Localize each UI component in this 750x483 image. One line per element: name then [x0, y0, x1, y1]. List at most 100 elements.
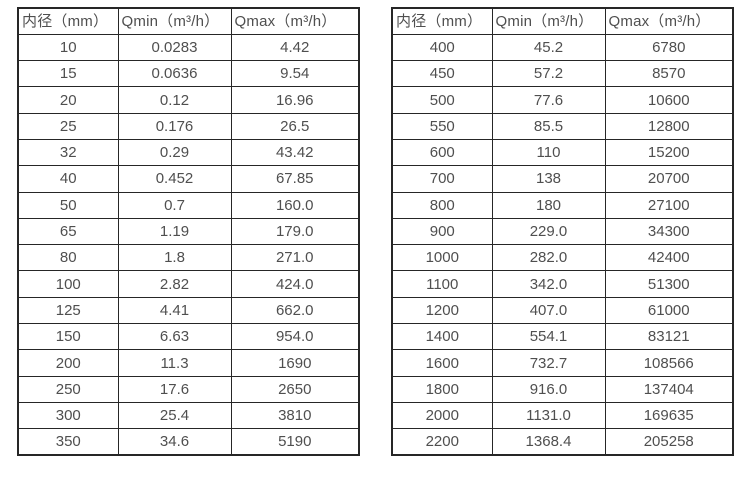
table-row: 15 0.0636 9.54 [17, 60, 360, 88]
table-cell: 662.0 [230, 296, 360, 325]
table-cell: 800 [391, 191, 493, 219]
table-cell: 51300 [604, 270, 734, 298]
table-cell: 65 [17, 217, 119, 246]
column-header-qmin: Qmin（m³/h） [491, 7, 606, 35]
table-cell: 4.41 [117, 296, 232, 325]
table-cell: 169635 [604, 401, 734, 430]
table-cell: 400 [391, 33, 493, 62]
table-cell: 20700 [604, 165, 734, 193]
table-cell: 229.0 [491, 217, 606, 246]
table-cell: 0.176 [117, 112, 232, 140]
table-cell: 350 [17, 428, 119, 456]
table-cell: 67.85 [230, 165, 360, 193]
flow-spec-table-large-diameters: 内径（mm） Qmin（m³/h） Qmax（m³/h） 400 45.2 6780… [391, 7, 734, 457]
table-row: 1100 342.0 51300 [391, 270, 734, 298]
column-header-qmin: Qmin（m³/h） [117, 7, 232, 35]
table-cell: 2.82 [117, 270, 232, 298]
table-row: 350 34.6 5190 [17, 428, 360, 456]
table-cell: 0.29 [117, 138, 232, 167]
table-cell: 554.1 [491, 323, 606, 351]
table-cell: 271.0 [230, 244, 360, 272]
table-cell: 61000 [604, 296, 734, 325]
table-row: 125 4.41 662.0 [17, 296, 360, 325]
table-cell: 34.6 [117, 428, 232, 456]
table-row: 150 6.63 954.0 [17, 323, 360, 351]
table-cell: 6780 [604, 33, 734, 62]
table-cell: 2200 [391, 428, 493, 456]
table-cell: 1690 [230, 349, 360, 377]
table-cell: 43.42 [230, 138, 360, 167]
table-cell: 83121 [604, 323, 734, 351]
table-row: 200 11.3 1690 [17, 349, 360, 377]
table-cell: 550 [391, 112, 493, 140]
table-cell: 424.0 [230, 270, 360, 298]
table-row: 20 0.12 16.96 [17, 86, 360, 114]
spec-table: 内径（mm） Qmin（m³/h） Qmax（m³/h） 10 0.0283 4.4… [17, 7, 360, 457]
table-cell: 1600 [391, 349, 493, 377]
table-row: 1000 282.0 42400 [391, 244, 734, 272]
column-header-qmax: Qmax（m³/h） [604, 7, 734, 35]
table-cell: 50 [17, 191, 119, 219]
table-cell: 2650 [230, 375, 360, 403]
table-row: 1800 916.0 137404 [391, 375, 734, 403]
table-body: 10 0.0283 4.42 15 0.0636 9.54 20 0.12 16.96 25 0.1… [17, 33, 360, 456]
table-cell: 700 [391, 165, 493, 193]
table-row: 600 110 15200 [391, 138, 734, 167]
table-row: 1600 732.7 108566 [391, 349, 734, 377]
table-row: 550 85.5 12800 [391, 112, 734, 140]
table-cell: 25.4 [117, 401, 232, 430]
table-cell: 77.6 [491, 86, 606, 114]
column-header-qmax: Qmax（m³/h） [230, 7, 360, 35]
table-row: 450 57.2 8570 [391, 60, 734, 88]
table-cell: 15 [17, 60, 119, 88]
table-cell: 916.0 [491, 375, 606, 403]
table-cell: 45.2 [491, 33, 606, 62]
table-cell: 0.12 [117, 86, 232, 114]
table-header-row: 内径（mm） Qmin（m³/h） Qmax（m³/h） [17, 7, 360, 35]
table-cell: 300 [17, 401, 119, 430]
table-cell: 407.0 [491, 296, 606, 325]
table-cell: 16.96 [230, 86, 360, 114]
table-cell: 0.0283 [117, 33, 232, 62]
table-cell: 1400 [391, 323, 493, 351]
table-row: 700 138 20700 [391, 165, 734, 193]
spec-table: 内径（mm） Qmin（m³/h） Qmax（m³/h） 400 45.2 6780… [391, 7, 734, 457]
table-row: 32 0.29 43.42 [17, 138, 360, 167]
table-cell: 1800 [391, 375, 493, 403]
table-cell: 160.0 [230, 191, 360, 219]
table-row: 40 0.452 67.85 [17, 165, 360, 193]
table-cell: 32 [17, 138, 119, 167]
table-cell: 138 [491, 165, 606, 193]
table-cell: 110 [491, 138, 606, 167]
column-header-inner-diameter: 内径（mm） [17, 7, 119, 35]
table-row: 80 1.8 271.0 [17, 244, 360, 272]
table-cell: 450 [391, 60, 493, 88]
table-row: 300 25.4 3810 [17, 401, 360, 430]
table-cell: 2000 [391, 401, 493, 430]
table-cell: 10600 [604, 86, 734, 114]
table-cell: 1100 [391, 270, 493, 298]
table-cell: 108566 [604, 349, 734, 377]
table-cell: 954.0 [230, 323, 360, 351]
table-cell: 1000 [391, 244, 493, 272]
table-cell: 732.7 [491, 349, 606, 377]
table-row: 50 0.7 160.0 [17, 191, 360, 219]
flow-spec-table-small-diameters: 内径（mm） Qmin（m³/h） Qmax（m³/h） 10 0.0283 4.4… [17, 7, 360, 457]
table-cell: 4.42 [230, 33, 360, 62]
table-row: 1200 407.0 61000 [391, 296, 734, 325]
table-cell: 0.0636 [117, 60, 232, 88]
table-cell: 57.2 [491, 60, 606, 88]
table-cell: 40 [17, 165, 119, 193]
table-cell: 500 [391, 86, 493, 114]
table-cell: 17.6 [117, 375, 232, 403]
table-row: 800 180 27100 [391, 191, 734, 219]
table-body: 400 45.2 6780 450 57.2 8570 500 77.6 10600 550 85.… [391, 33, 734, 456]
table-cell: 26.5 [230, 112, 360, 140]
table-cell: 205258 [604, 428, 734, 456]
table-cell: 80 [17, 244, 119, 272]
table-cell: 9.54 [230, 60, 360, 88]
table-cell: 5190 [230, 428, 360, 456]
table-cell: 25 [17, 112, 119, 140]
table-cell: 1368.4 [491, 428, 606, 456]
